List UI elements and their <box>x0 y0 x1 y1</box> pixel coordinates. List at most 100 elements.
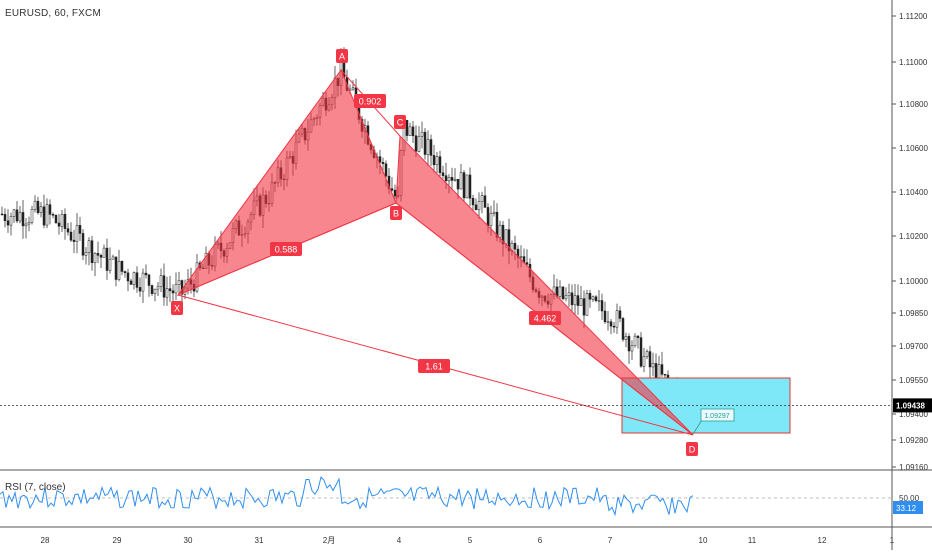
candle-body <box>462 172 466 199</box>
candle-body <box>570 292 574 306</box>
candle-body <box>579 298 583 306</box>
pattern-ratio-label: 0.588 <box>275 245 298 255</box>
candle-body <box>84 252 88 256</box>
candle-body <box>90 240 94 263</box>
candle-body <box>651 363 655 368</box>
candle-body <box>489 213 493 227</box>
candle-body <box>603 310 607 323</box>
time-tick-label: 1 <box>890 536 895 545</box>
candle-body <box>456 178 460 190</box>
rsi-value-label: 33.12 <box>896 504 917 513</box>
candle-body <box>174 284 178 294</box>
candle-body <box>426 139 430 155</box>
candle-body <box>48 204 52 215</box>
current-price-badge <box>893 398 932 413</box>
candle-body <box>414 135 418 152</box>
candle-body <box>135 272 139 288</box>
candle-body <box>162 275 166 298</box>
candle-body <box>480 195 484 202</box>
candle-body <box>582 298 586 316</box>
pattern-ratio-badge[interactable] <box>418 359 450 373</box>
candle-body <box>642 356 646 367</box>
candle-body <box>567 292 571 297</box>
candle-body <box>441 172 445 176</box>
candle-body <box>492 211 496 214</box>
candle-body <box>630 345 634 352</box>
candle-body <box>384 163 388 177</box>
candle-body <box>645 351 649 357</box>
candle-body <box>417 135 421 152</box>
candle-body <box>96 253 100 256</box>
candle-body <box>615 310 619 328</box>
price-tick-label: 1.09850 <box>899 309 928 318</box>
candle-body <box>423 131 427 155</box>
candle-body <box>45 204 49 226</box>
candle-body <box>21 212 25 227</box>
pattern-point-marker-b[interactable] <box>390 206 402 220</box>
pattern-point-marker-x[interactable] <box>171 301 183 315</box>
candle-body <box>609 321 613 327</box>
pattern-ratio-badge[interactable] <box>529 311 561 325</box>
time-tick-label: 12 <box>818 536 827 545</box>
pattern-ratio-badge[interactable] <box>354 94 386 108</box>
candle-body <box>123 271 127 274</box>
price-tick-label: 1.09550 <box>899 376 928 385</box>
candle-body <box>69 231 73 241</box>
candle-body <box>39 206 43 214</box>
candle-body <box>624 336 628 340</box>
pattern-point-label: X <box>174 304 180 314</box>
candle-body <box>33 200 37 210</box>
candle-body <box>114 256 118 280</box>
pattern-point-label: D <box>689 445 696 455</box>
candle-body <box>453 178 457 181</box>
candle-body <box>393 189 397 197</box>
candle-body <box>0 213 4 216</box>
candle-body <box>444 175 448 182</box>
time-tick-label: 30 <box>184 536 193 545</box>
price-tick-label: 1.10200 <box>899 232 928 241</box>
candle-body <box>498 224 502 238</box>
time-tick-label: 6 <box>538 536 543 545</box>
candle-body <box>42 206 46 226</box>
candle-body <box>486 207 490 227</box>
candle-body <box>390 188 394 191</box>
candle-body <box>351 87 355 90</box>
candle-body <box>147 274 151 286</box>
pattern-point-marker-d[interactable] <box>686 442 698 456</box>
candle-body <box>618 310 622 319</box>
target-price-label: 1.09297 <box>704 413 729 420</box>
candle-body <box>93 253 97 263</box>
candle-body <box>435 156 439 166</box>
pattern-ratio-badge[interactable] <box>270 242 302 256</box>
candle-body <box>27 221 31 225</box>
candle-body <box>627 336 631 352</box>
pattern-point-marker-c[interactable] <box>394 115 406 129</box>
candle-body <box>102 247 106 258</box>
candle-body <box>459 172 463 190</box>
pattern-point-marker-a[interactable] <box>336 49 348 63</box>
candle-body <box>159 275 163 288</box>
candle-body <box>576 295 580 306</box>
candle-body <box>411 126 415 137</box>
candle-body <box>612 325 616 328</box>
candle-body <box>447 177 451 182</box>
candle-body <box>120 260 124 272</box>
candle-body <box>168 288 172 292</box>
candle-body <box>72 239 76 242</box>
candle-body <box>63 213 67 229</box>
candle-body <box>138 287 142 292</box>
candle-body <box>108 258 112 271</box>
price-tick-label: 1.11200 <box>899 12 928 21</box>
time-axis[interactable]: 28 29 30 31 2月 4 5 6 7 10 11 12 1 <box>0 526 932 545</box>
candle-body <box>432 155 436 166</box>
time-tick-label: 31 <box>255 536 264 545</box>
candle-body <box>606 321 610 323</box>
candle-body <box>18 212 22 222</box>
candle-body <box>594 296 598 302</box>
target-callout-line <box>692 419 703 435</box>
